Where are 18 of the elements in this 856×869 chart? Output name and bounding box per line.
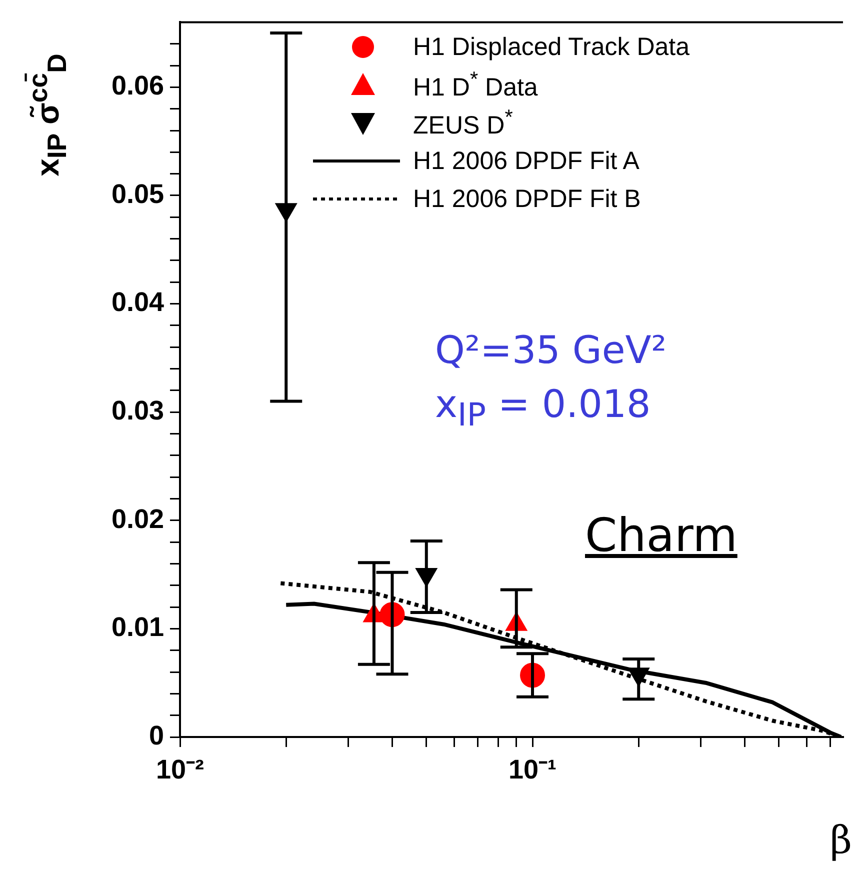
legend-label: H1 2006 DPDF Fit A xyxy=(413,146,640,176)
y-tick-label: 0.03 xyxy=(111,396,164,426)
y-tick-label: 0.05 xyxy=(111,178,164,209)
legend-label: ZEUS D$^{*}$ xyxy=(413,106,513,140)
annotation: x$_{IP}$ = 0.018 xyxy=(435,382,651,434)
x-tick-label: 10⁻² xyxy=(156,754,204,785)
annotation: Q²=35 GeV² xyxy=(435,328,666,372)
y-tick-label: 0.06 xyxy=(111,70,164,101)
x-tick-label: 10⁻¹ xyxy=(508,754,557,785)
legend-label: H1 Displaced Track Data xyxy=(413,32,690,62)
y-tick-label: 0.01 xyxy=(111,612,164,642)
legend-label: H1 2006 DPDF Fit B xyxy=(413,184,641,214)
x-axis-title: β xyxy=(830,818,852,862)
y-tick-label: 0.04 xyxy=(111,287,164,318)
annotation: Charm xyxy=(585,508,738,562)
y-tick-label: 0.02 xyxy=(111,504,164,534)
y-tick-label: 0 xyxy=(148,720,164,750)
legend-label: H1 D$^{*}$ Data xyxy=(413,68,538,102)
